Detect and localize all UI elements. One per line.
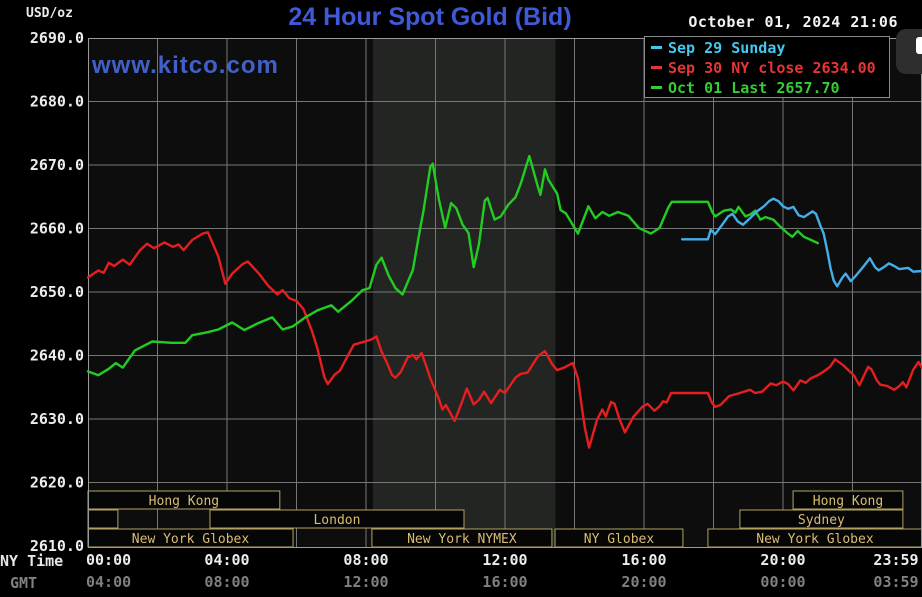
series-line-sep-29 [681,197,922,288]
gmt-tick-label: 04:00 [86,573,131,591]
ny-time-tick-label: 04:00 [204,551,249,569]
y-axis-tick-label: 2650.0 [30,283,84,301]
legend-item-2: Oct 01 Last 2657.70 [651,78,889,98]
gmt-tick-label: 20:00 [621,573,666,591]
gmt-tick-label: 12:00 [343,573,388,591]
y-axis-tick-label: 2690.0 [30,29,84,47]
chart-legend: Sep 29 Sunday Sep 30 NY close 2634.00 Oct … [644,36,890,98]
ny-time-tick-label: 23:59 [873,551,918,569]
session-label: Hong Kong [813,494,883,509]
session-label: NY Globex [584,532,655,547]
y-axis-tick-label: 2610.0 [30,537,84,555]
session-label: Sydney [798,513,845,528]
ny-time-tick-label: 20:00 [760,551,805,569]
ny-time-tick-label: 16:00 [621,551,666,569]
session-label: London [313,513,360,528]
y-axis-unit-label: USD/oz [26,6,73,21]
session-box [792,490,904,510]
session-box [87,509,119,529]
legend-dash-icon [651,45,662,49]
series-line-sep-30 [86,231,922,449]
ny-time-tick-label: 12:00 [482,551,527,569]
legend-label: Sep 29 Sunday [668,39,786,57]
y-axis-tick-label: 2630.0 [30,410,84,428]
session-box [739,509,904,529]
session-label: New York Globex [132,532,250,547]
gmt-tick-label: 00:00 [760,573,805,591]
legend-label: Oct 01 Last 2657.70 [668,79,840,97]
ny-time-tick-label: 08:00 [343,551,388,569]
chart-title: 24 Hour Spot Gold (Bid) [288,3,572,31]
session-label: New York Globex [756,532,874,547]
gmt-tick-label: 08:00 [204,573,249,591]
x-axis-gmt-label: GMT [10,574,38,592]
y-axis-tick-label: 2640.0 [30,347,84,365]
corner-widget-icon [916,37,922,54]
chart-datetime: October 01, 2024 21:06 [688,13,898,31]
x-axis-ny-time-label: NY Time [0,552,64,570]
y-axis-tick-label: 2670.0 [30,156,84,174]
kitco-watermark: www.kitco.com [92,52,279,79]
gmt-tick-label: 03:59 [873,573,918,591]
y-axis-tick-label: 2620.0 [30,474,84,492]
session-label: New York NYMEX [407,532,517,547]
series-line-oct-01 [86,154,819,377]
legend-dash-icon [651,65,662,69]
legend-label: Sep 30 NY close 2634.00 [668,59,876,77]
legend-item-1: Sep 30 NY close 2634.00 [651,58,889,78]
y-axis-tick-label: 2660.0 [30,220,84,238]
ny-time-tick-label: 00:00 [86,551,131,569]
corner-widget-button[interactable] [896,29,922,74]
session-label: Hong Kong [149,494,219,509]
legend-dash-icon [651,85,662,89]
y-axis-tick-label: 2680.0 [30,93,84,111]
legend-item-0: Sep 29 Sunday [651,38,889,58]
session-box [209,509,465,529]
gmt-tick-label: 16:00 [482,573,527,591]
